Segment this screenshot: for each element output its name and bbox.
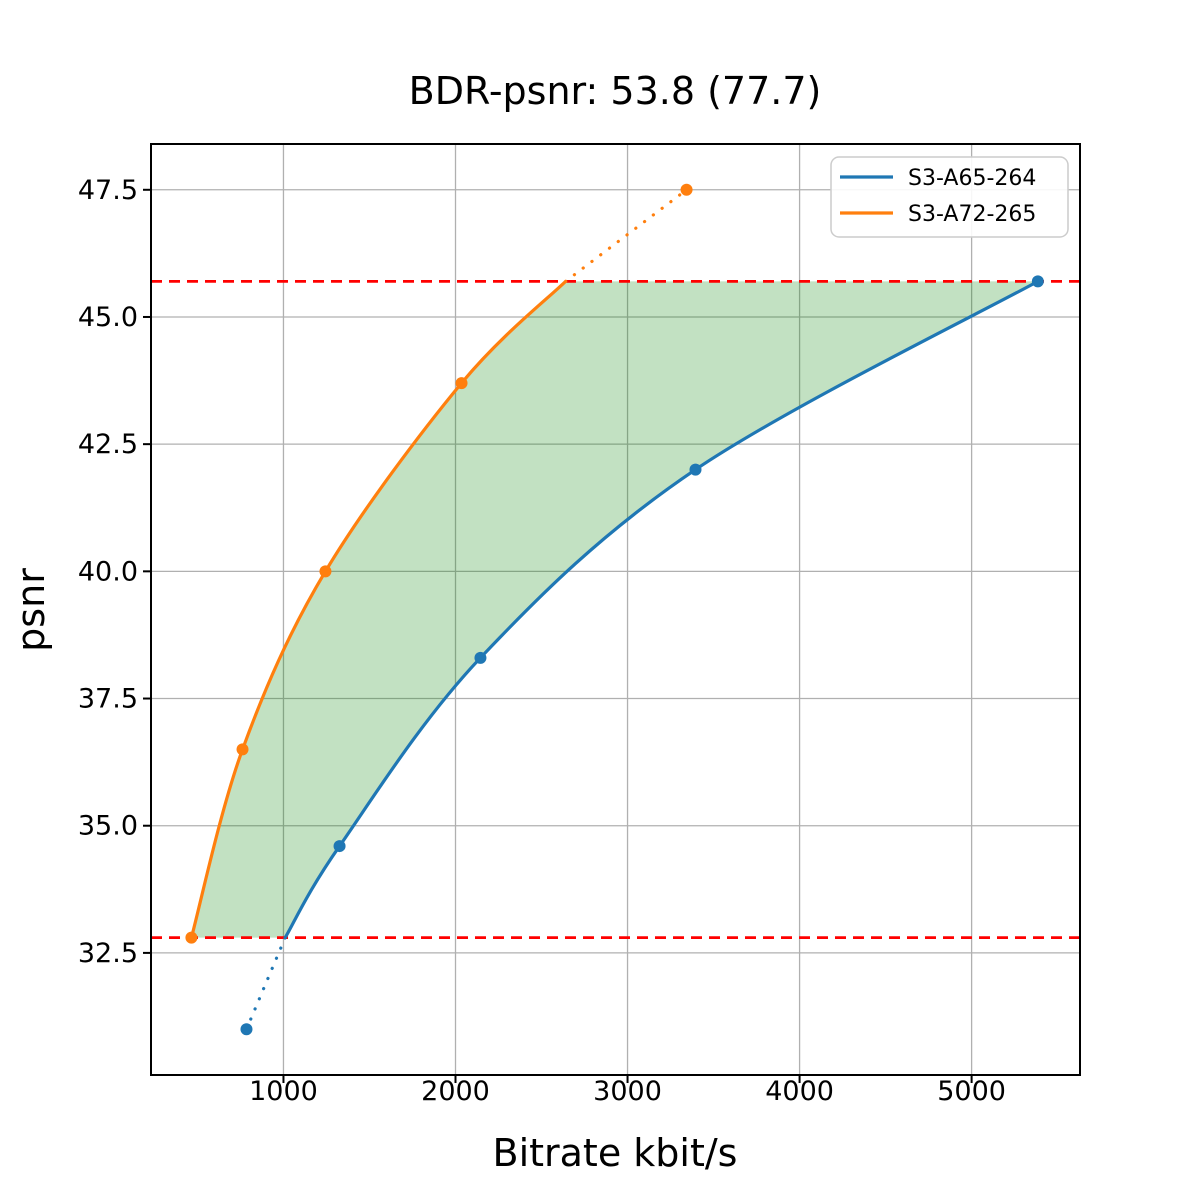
data-point-s3-a72-265 bbox=[236, 743, 249, 756]
x-tick-label: 1000 bbox=[249, 1076, 318, 1107]
y-tick-label: 45.0 bbox=[78, 302, 138, 333]
plot-border bbox=[150, 143, 1081, 1076]
psnr-bound-lines bbox=[151, 279, 1080, 940]
x-axis-label: Bitrate kbit/s bbox=[493, 1131, 738, 1175]
y-tick-label: 47.5 bbox=[78, 175, 138, 206]
y-tick-label: 35.0 bbox=[78, 811, 138, 842]
legend-label-s3-a65-264: S3-A65-264 bbox=[908, 166, 1036, 191]
y-tick-label: 42.5 bbox=[78, 429, 138, 460]
y-axis-label: psnr bbox=[9, 568, 53, 652]
x-tick-label: 4000 bbox=[765, 1076, 834, 1107]
bd-area-fill bbox=[191, 281, 1038, 938]
x-tick-label: 2000 bbox=[421, 1076, 490, 1107]
dotted-extension-s3-a72-265 bbox=[564, 188, 689, 283]
data-point-s3-a72-265 bbox=[185, 931, 198, 944]
bd-shaded-area bbox=[191, 281, 1038, 938]
data-point-s3-a72-265 bbox=[680, 183, 693, 196]
chart-title: BDR-psnr: 53.8 (77.7) bbox=[409, 69, 822, 113]
y-tick-label: 32.5 bbox=[78, 938, 138, 969]
dotted-extension-s3-a65-264 bbox=[244, 936, 287, 1031]
legend: S3-A65-264 S3-A72-265 bbox=[830, 156, 1069, 238]
data-point-s3-a65-264 bbox=[333, 840, 346, 853]
data-point-s3-a65-264 bbox=[689, 463, 702, 476]
axes: 1000 2000 3000 4000 5000 32.5 35.0 37.5 40.0 42.5… bbox=[78, 143, 1081, 1107]
grid bbox=[151, 144, 1080, 1075]
y-tick-label: 37.5 bbox=[78, 684, 138, 715]
data-point-s3-a65-264 bbox=[240, 1023, 253, 1036]
data-point-s3-a65-264 bbox=[474, 651, 487, 664]
x-tick-label: 3000 bbox=[593, 1076, 662, 1107]
y-tick-label: 40.0 bbox=[78, 556, 138, 587]
data-point-s3-a72-265 bbox=[455, 377, 468, 390]
series-curves bbox=[185, 183, 1044, 1036]
data-point-s3-a65-264 bbox=[1031, 275, 1044, 288]
legend-label-s3-a72-265: S3-A72-265 bbox=[908, 202, 1036, 227]
data-point-s3-a72-265 bbox=[319, 565, 332, 578]
x-tick-label: 5000 bbox=[937, 1076, 1006, 1107]
